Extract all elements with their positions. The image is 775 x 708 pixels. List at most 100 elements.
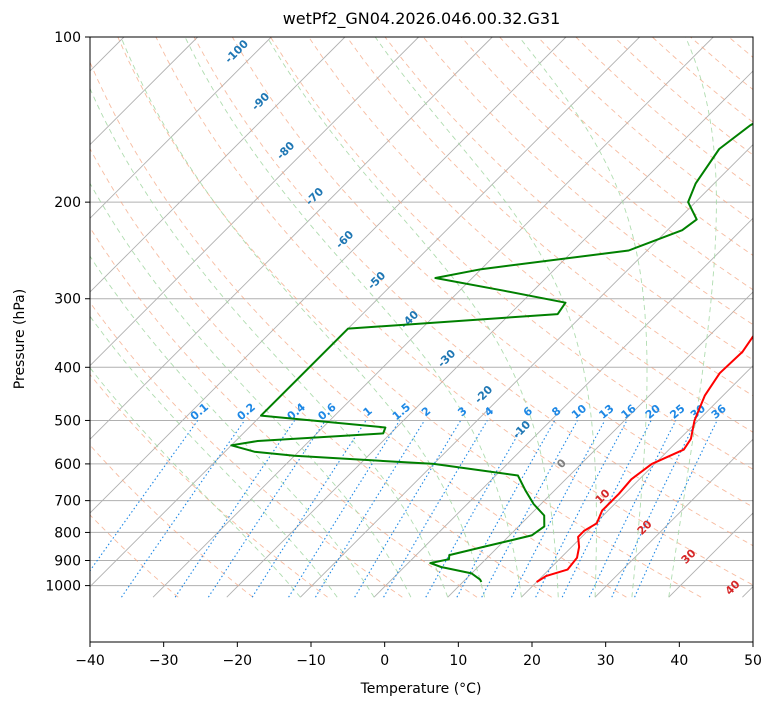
mixing-ratio-label: 36 bbox=[709, 402, 729, 422]
moist-adiabat-line bbox=[90, 315, 338, 598]
dry-adiabat-label: -20 bbox=[472, 383, 495, 406]
mixing-ratio-label: 1.5 bbox=[390, 401, 413, 423]
mixing-ratio-line bbox=[121, 420, 246, 598]
isotherm-line bbox=[90, 37, 567, 514]
mixing-ratio-label: 1 bbox=[361, 404, 375, 419]
dry-adiabat-label: -30 bbox=[435, 347, 458, 370]
x-tick-label: 0 bbox=[380, 653, 389, 669]
y-axis-label: Pressure (hPa) bbox=[12, 289, 28, 389]
mixing-ratio-line bbox=[511, 420, 606, 598]
mixing-ratio-line bbox=[535, 420, 628, 598]
dewpoint-profile bbox=[230, 122, 753, 583]
dry-adiabat-line bbox=[90, 373, 328, 598]
moist-adiabat-line bbox=[518, 37, 648, 598]
isotherm-line bbox=[90, 37, 198, 146]
mixing-ratio-line bbox=[315, 420, 425, 598]
x-tick-label: 50 bbox=[744, 653, 762, 669]
y-tick-label: 700 bbox=[54, 494, 81, 510]
dry-adiabat-label: -60 bbox=[333, 228, 356, 251]
isotherm-line bbox=[594, 438, 753, 598]
dry-adiabat-line bbox=[117, 37, 702, 598]
x-tick-label: 40 bbox=[670, 653, 688, 669]
mixing-ratio-line bbox=[288, 420, 401, 598]
plot-frame bbox=[89, 36, 754, 643]
isotherm-line bbox=[373, 217, 753, 598]
mixing-ratio-label: 25 bbox=[667, 402, 687, 422]
mixing-ratio-label: 20 bbox=[643, 402, 663, 422]
y-tick-label: 200 bbox=[54, 195, 81, 211]
y-tick-label: 100 bbox=[54, 30, 81, 46]
mixing-ratio-line bbox=[634, 420, 718, 598]
mixing-ratio-label: 3 bbox=[455, 404, 469, 419]
mixing-ratio-line bbox=[354, 420, 462, 598]
dry-adiabat-line bbox=[346, 37, 753, 397]
mixing-ratio-label: 16 bbox=[619, 402, 639, 422]
moist-adiabat-line bbox=[120, 37, 486, 598]
mixing-ratio-label: 4 bbox=[482, 404, 496, 419]
x-axis-label: Temperature (°C) bbox=[360, 681, 482, 697]
x-tick-label: 10 bbox=[449, 653, 467, 669]
mixing-ratio-line bbox=[425, 420, 527, 598]
dry-adiabat-line bbox=[651, 37, 753, 123]
isotherm-line bbox=[90, 37, 493, 440]
dry-adiabat-label: 40 bbox=[723, 577, 743, 597]
y-tick-label: 900 bbox=[54, 553, 81, 569]
dry-adiabat-label: -40 bbox=[398, 308, 421, 331]
x-tick-label: −20 bbox=[223, 653, 253, 669]
y-tick-label: 1000 bbox=[45, 579, 81, 595]
x-tick-label: 20 bbox=[523, 653, 541, 669]
dry-adiabat-line bbox=[90, 301, 403, 598]
dry-adiabat-line bbox=[90, 444, 254, 598]
dry-adiabat-line bbox=[384, 37, 753, 361]
temperature-profile bbox=[536, 334, 753, 583]
mixing-ratio-line bbox=[383, 420, 488, 598]
isotherm-line bbox=[521, 364, 753, 598]
moist-adiabat-line bbox=[90, 367, 301, 598]
chart-title: wetPf2_GN04.2026.046.00.32.G31 bbox=[282, 9, 561, 28]
mixing-ratio-label: 8 bbox=[549, 404, 563, 419]
mixing-ratio-line bbox=[251, 420, 367, 598]
dry-adiabat-line bbox=[90, 514, 179, 598]
dry-adiabat-label: -50 bbox=[365, 269, 388, 292]
isotherm-line bbox=[447, 291, 753, 598]
moist-adiabat-line bbox=[90, 87, 449, 598]
mixing-ratio-line bbox=[561, 420, 652, 598]
dry-adiabat-line bbox=[231, 37, 753, 508]
moist-adiabat-line bbox=[90, 255, 375, 598]
mixing-ratio-label: 10 bbox=[569, 402, 589, 422]
mixing-ratio-line bbox=[456, 420, 556, 598]
mixing-ratio-label: 0.2 bbox=[235, 401, 258, 423]
dry-adiabat-label: -80 bbox=[274, 139, 297, 162]
isotherm-line bbox=[90, 37, 346, 293]
dry-adiabat-line bbox=[537, 37, 753, 223]
moist-adiabat-line bbox=[374, 37, 597, 598]
dry-adiabat-line bbox=[90, 226, 478, 598]
y-tick-label: 400 bbox=[54, 360, 81, 376]
moist-adiabat-line bbox=[266, 37, 559, 598]
x-tick-label: −10 bbox=[296, 653, 326, 669]
isotherm-line bbox=[90, 37, 640, 588]
isotherm-line bbox=[300, 143, 753, 598]
mixing-ratio-line bbox=[481, 420, 578, 598]
isotherm-line bbox=[90, 37, 419, 367]
dry-adiabat-label: -70 bbox=[303, 185, 326, 208]
y-tick-label: 500 bbox=[54, 413, 81, 429]
isotherm-line bbox=[668, 512, 753, 598]
isotherm-line bbox=[90, 37, 272, 219]
isotherm-line bbox=[152, 37, 714, 598]
y-tick-label: 600 bbox=[54, 457, 81, 473]
mixing-ratio-line bbox=[588, 420, 677, 598]
dry-adiabat-line bbox=[155, 37, 753, 586]
dry-adiabat-label: -10 bbox=[510, 418, 533, 441]
mixing-ratio-line bbox=[174, 420, 296, 598]
dry-adiabat-line bbox=[422, 37, 753, 326]
isotherm-line bbox=[742, 585, 753, 598]
dry-adiabat-line bbox=[270, 37, 753, 470]
mixing-ratio-label: 13 bbox=[596, 402, 616, 422]
y-tick-label: 300 bbox=[54, 292, 81, 308]
dry-adiabat-line bbox=[193, 37, 753, 547]
mixing-ratio-label: 0.6 bbox=[315, 400, 339, 423]
x-tick-label: −40 bbox=[75, 653, 105, 669]
moist-adiabat-line bbox=[184, 37, 522, 598]
